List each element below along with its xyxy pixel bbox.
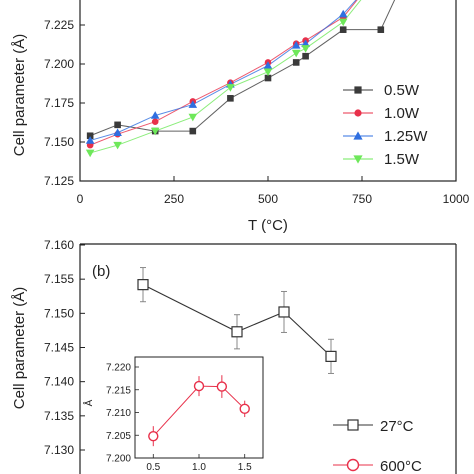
panel-a-x-tick-label: 0 <box>77 192 84 206</box>
panel-a-y-tick-label: 7.225 <box>44 18 74 32</box>
series-line-27C <box>142 284 332 357</box>
data-point-0.5W <box>377 26 385 33</box>
panel-b: 7.160 7.155 7.150 7.145 7.140 7.135 7.130 Cell … <box>11 238 457 474</box>
data-point-0.5W <box>264 74 272 82</box>
data-point-0.5W <box>292 59 300 66</box>
data-point-1.5W <box>85 149 95 158</box>
panel-a-y-tick-label: 7.175 <box>44 96 74 110</box>
legend-label: 1.25W <box>384 128 428 145</box>
data-point-0.5W <box>339 26 347 33</box>
inset-y-tick-label: 7.215 <box>106 385 131 396</box>
panel-a-y-tick-label: 7.125 <box>44 174 74 188</box>
data-point-0.5W <box>302 52 309 60</box>
panel-a-plot-area <box>85 0 396 158</box>
panel-b-y-tick-label: 7.140 <box>44 375 74 389</box>
legend-label: 27°C <box>380 418 414 435</box>
panel-a-x-tick-label: 750 <box>352 192 372 206</box>
inset-data-point <box>239 403 250 415</box>
panel-a-x-axis-label: T (°C) <box>248 217 288 234</box>
data-point-1.25W <box>263 61 273 69</box>
data-point-1.5W <box>150 127 160 136</box>
panel-b-y-tick-label: 7.135 <box>44 409 74 423</box>
inset-chart: 7.200 7.205 7.210 7.215 7.220 0.5 1.0 1.5 Å <box>82 356 264 473</box>
panel-a-x-tick-label: 500 <box>258 192 278 206</box>
data-point-1.5W <box>338 18 348 27</box>
data-point-1.25W <box>85 136 95 144</box>
series-line-1.25W <box>90 0 357 141</box>
series-line-1.5W <box>90 0 362 154</box>
inset-x-tick-label: 1.0 <box>192 462 206 473</box>
legend-marker-0.5W <box>354 86 362 94</box>
panel-b-y-tick-label: 7.150 <box>44 306 74 320</box>
legend-marker-1.0W <box>354 109 362 117</box>
data-point-1.5W <box>301 45 310 53</box>
data-point-1.25W <box>150 111 160 119</box>
inset-y-tick-label: 7.205 <box>106 431 131 442</box>
data-point-1.25W <box>113 128 122 136</box>
data-point-1.5W <box>113 141 122 150</box>
panel-b-y-tick-label: 7.130 <box>44 443 74 457</box>
legend-marker-600C <box>346 458 360 472</box>
data-point-0.5W <box>189 127 197 135</box>
legend-marker-1.5W <box>353 155 363 164</box>
panel-a-y-tick-label: 7.200 <box>44 57 74 71</box>
inset-x-tick-label: 0.5 <box>146 462 160 473</box>
data-point-0.5W <box>227 95 234 102</box>
legend-label: 1.5W <box>384 151 420 168</box>
panel-b-y-tick-label: 7.155 <box>44 272 74 286</box>
inset-data-point <box>148 430 159 442</box>
panel-b-label: (b) <box>92 263 110 280</box>
data-point-27C <box>231 326 243 338</box>
inset-y-tick-label: 7.210 <box>106 408 131 419</box>
panel-a-legend: 0.5W 1.0W 1.25W 1.5W <box>343 82 428 168</box>
panel-a-y-tick-label: 7.150 <box>44 135 74 149</box>
legend-label: 600°C <box>380 458 422 474</box>
inset-x-tick-label: 1.5 <box>238 462 252 473</box>
data-point-1.0W <box>151 118 159 126</box>
data-point-1.5W <box>291 49 301 58</box>
panel-a-y-axis-label: Cell parameter (Å) <box>11 34 28 157</box>
data-point-1.25W <box>188 100 198 108</box>
inset-y-tick-label: 7.220 <box>106 363 131 374</box>
inset-series-line <box>152 385 246 437</box>
data-point-1.25W <box>338 9 348 18</box>
series-line-0.5W <box>89 0 396 137</box>
data-point-0.5W <box>114 121 121 129</box>
panel-b-legend: 27°C 600°C <box>333 418 422 474</box>
inset-y-tick-label: 7.200 <box>106 454 131 465</box>
data-point-1.5W <box>226 84 235 92</box>
legend-marker-1.25W <box>353 131 363 140</box>
series-line-1.0W <box>89 0 358 146</box>
panel-a-x-tick-label: 250 <box>164 192 184 206</box>
data-point-1.5W <box>188 113 198 122</box>
panel-a-x-tick-label: 1000 <box>443 192 470 206</box>
panel-b-y-axis-label: Cell parameter (Å) <box>11 287 28 410</box>
data-point-1.5W <box>263 68 273 77</box>
panel-b-y-tick-label: 7.145 <box>44 341 74 355</box>
legend-marker-27C <box>347 419 359 431</box>
panel-a: 0 250 500 750 1000 7.125 7.150 7.175 7.200 7.225 T… <box>11 0 470 234</box>
data-point-27C <box>137 279 149 291</box>
inset-data-point <box>216 381 228 392</box>
legend-label: 0.5W <box>384 82 420 99</box>
data-point-27C <box>278 306 290 318</box>
data-point-0.5W <box>86 132 94 140</box>
data-point-27C <box>325 350 337 362</box>
inset-data-point <box>193 380 205 392</box>
legend-label: 1.0W <box>384 105 420 122</box>
data-point-1.25W <box>291 40 301 49</box>
inset-y-axis-label: Å <box>82 399 95 406</box>
panel-b-y-tick-label: 7.160 <box>44 238 74 252</box>
